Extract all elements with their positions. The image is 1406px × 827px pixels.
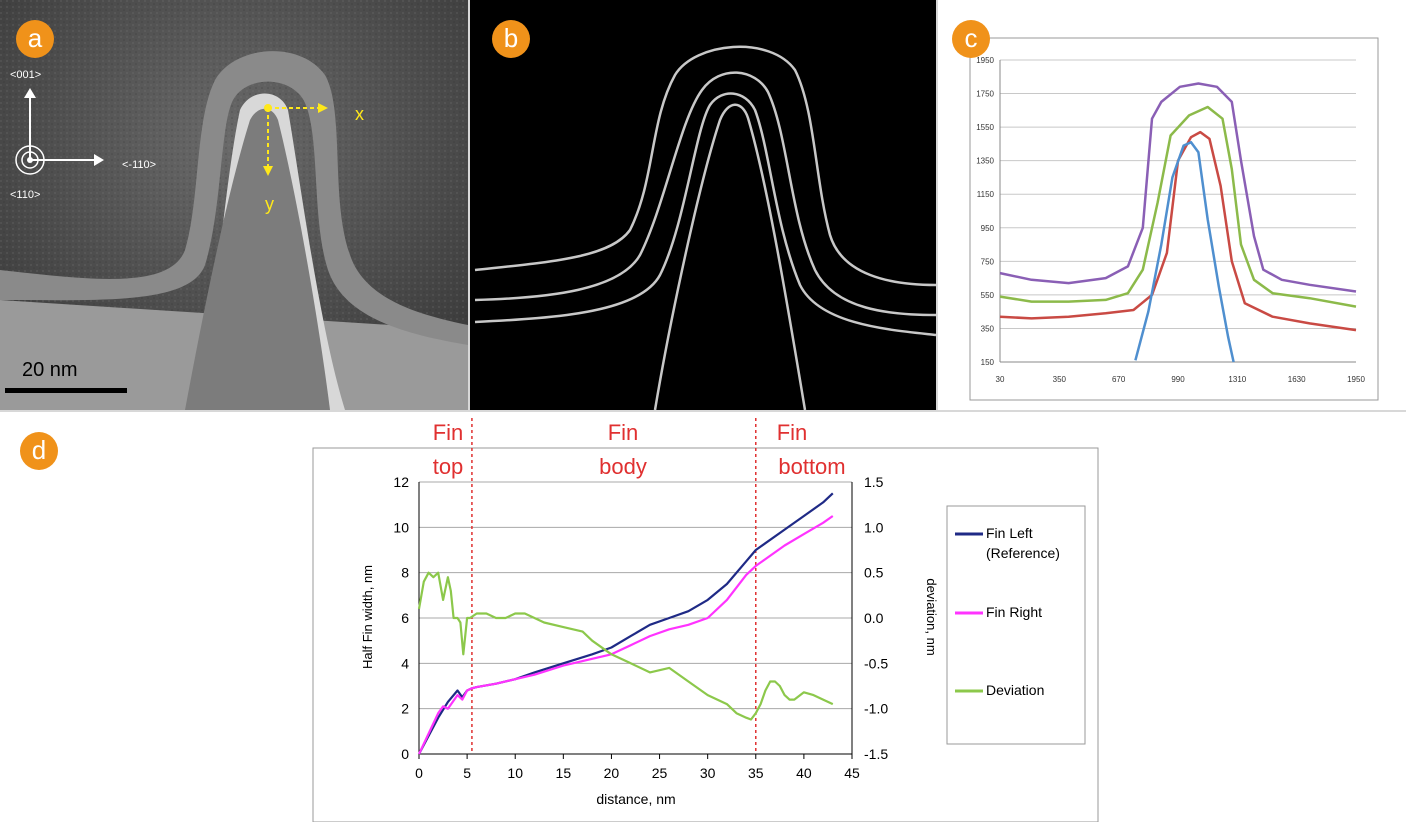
d-y-tick-label: 4 xyxy=(401,655,409,671)
d-x-tick-label: 35 xyxy=(748,765,764,781)
label-110: <110> xyxy=(10,189,40,201)
contour-second xyxy=(474,71,936,317)
d-x-tick-label: 10 xyxy=(507,765,523,781)
y2-axis-label: deviation, nm xyxy=(924,578,939,655)
d-x-tick-label: 0 xyxy=(415,765,423,781)
legend-label-sub: (Reference) xyxy=(986,545,1060,561)
d-y2-tick-label: -1.5 xyxy=(864,746,888,762)
d-region-label: Fin xyxy=(777,420,808,445)
panel-b-edge-image: b xyxy=(470,0,936,410)
legend-label: Deviation xyxy=(986,682,1044,698)
d-x-tick-label: 30 xyxy=(700,765,716,781)
d-series-fin-left xyxy=(418,492,834,755)
panel-a-tem-image: <001> <110> <-110> x y 20 nm a xyxy=(0,0,468,410)
contour-third xyxy=(474,92,936,337)
d-y2-tick-label: 0.0 xyxy=(864,610,884,626)
c-y-tick-label: 1950 xyxy=(976,56,994,65)
panel-c-badge: c xyxy=(952,20,990,58)
fin-core xyxy=(185,108,330,410)
panel-a-badge: a xyxy=(16,20,54,58)
d-y2-tick-label: -0.5 xyxy=(864,655,888,671)
panel-b-badge: b xyxy=(492,20,530,58)
d-region-label: Fin xyxy=(433,420,464,445)
crystal-axes xyxy=(15,88,104,175)
legend-label: Fin Right xyxy=(986,604,1042,620)
profile-chart-svg: 150 350 550 750 950 1150 1350 1550 1750 1950 30 350… xyxy=(969,37,1379,401)
d-x-tick-label: 40 xyxy=(796,765,812,781)
scale-bar-label: 20 nm xyxy=(22,359,78,381)
horizontal-divider xyxy=(0,410,1406,412)
d-y-tick-label: 6 xyxy=(401,610,409,626)
width-chart-svg: Fin top Fin body Fin bottom 0 2 4 6 8 10 12 -1.5 -1.0… xyxy=(312,418,1099,823)
c-y-tick-label: 1550 xyxy=(976,123,994,132)
vertical-divider-left xyxy=(468,0,470,410)
d-x-tick-label: 15 xyxy=(556,765,572,781)
c-y-tick-label: 950 xyxy=(981,224,995,233)
c-x-tick-label: 1630 xyxy=(1288,375,1306,384)
c-y-tick-label: 150 xyxy=(981,358,995,367)
d-series-fin-right xyxy=(418,515,834,755)
contour-outer xyxy=(474,45,936,287)
label-axis-x: x xyxy=(355,104,364,124)
c-series-purple xyxy=(999,82,1357,293)
c-series-blue xyxy=(1134,140,1235,363)
d-region-label-sub: body xyxy=(599,454,647,479)
label-001: <001> xyxy=(10,69,41,81)
contour-inner xyxy=(653,103,807,410)
y-axis-label: Half Fin width, nm xyxy=(360,565,375,669)
chart-c-frame xyxy=(969,37,1379,401)
label-minus-110: <-110> xyxy=(122,159,156,171)
outer-oxide-layer xyxy=(0,51,468,346)
c-y-tick-label: 1150 xyxy=(977,190,995,199)
d-y2-tick-label: 1.5 xyxy=(864,474,884,490)
d-x-tick-label: 45 xyxy=(844,765,860,781)
panel-d-width-chart: d Fin top Fin body Fin bottom 0 2 4 6 8 10 12 -1.5 -1… xyxy=(0,412,1406,823)
d-x-tick-label: 25 xyxy=(652,765,668,781)
scale-bar xyxy=(5,388,127,393)
d-y-tick-label: 10 xyxy=(393,519,409,535)
legend-label: Fin Left xyxy=(986,525,1033,541)
panel-d-badge: d xyxy=(20,432,58,470)
c-x-tick-label: 670 xyxy=(1112,375,1126,384)
legend-box xyxy=(946,505,1086,745)
edge-contours xyxy=(474,45,936,410)
d-x-tick-label: 20 xyxy=(604,765,620,781)
d-y2-tick-label: 0.5 xyxy=(864,565,884,581)
d-region-label-sub: top xyxy=(433,454,464,479)
d-region-label-sub: bottom xyxy=(778,454,845,479)
c-x-tick-label: 30 xyxy=(996,375,1005,384)
d-y2-tick-label: -1.0 xyxy=(864,701,888,717)
c-x-tick-label: 1310 xyxy=(1228,375,1246,384)
d-y-tick-label: 0 xyxy=(401,746,409,762)
x-axis-label: distance, nm xyxy=(596,791,675,807)
d-y-tick-label: 2 xyxy=(401,701,409,717)
c-x-tick-label: 1950 xyxy=(1347,375,1365,384)
d-y-tick-label: 12 xyxy=(393,474,409,490)
d-y-tick-label: 8 xyxy=(401,565,409,581)
d-region-label: Fin xyxy=(608,420,639,445)
c-y-tick-label: 550 xyxy=(981,291,995,300)
c-y-tick-label: 1750 xyxy=(976,90,994,99)
yellow-axes xyxy=(263,103,328,176)
d-x-tick-label: 5 xyxy=(463,765,471,781)
c-x-tick-label: 350 xyxy=(1053,375,1067,384)
c-series-red xyxy=(999,130,1357,332)
c-y-tick-label: 1350 xyxy=(976,157,994,166)
panel-c-profile-chart: 150 350 550 750 950 1150 1350 1550 1750 1950 30 350… xyxy=(938,0,1406,410)
c-y-tick-label: 350 xyxy=(981,324,995,333)
c-x-tick-label: 990 xyxy=(1171,375,1185,384)
tem-micrograph: <001> <110> <-110> x y 20 nm xyxy=(0,0,468,410)
c-series-green xyxy=(999,105,1357,308)
d-y2-tick-label: 1.0 xyxy=(864,519,884,535)
vertical-divider-right xyxy=(936,0,938,410)
d-series-deviation xyxy=(417,571,834,721)
c-y-tick-label: 750 xyxy=(981,257,995,266)
label-axis-y: y xyxy=(265,194,274,214)
